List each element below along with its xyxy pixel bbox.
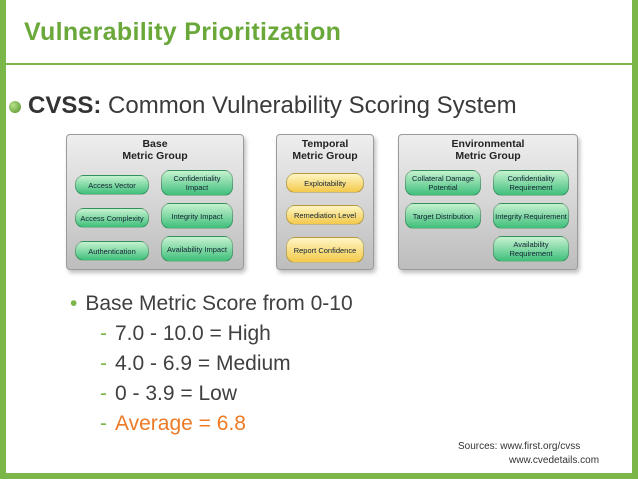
dash-icon: - — [100, 322, 107, 345]
subtitle: CVSS: Common Vulnerability Scoring Syste… — [9, 92, 517, 120]
metric-confidentiality-requirement: Confidentiality Requirement — [493, 170, 569, 196]
sub-bullet-medium-text: 4.0 - 6.9 = Medium — [115, 352, 291, 375]
temporal-metric-panel: Temporal Metric Group Exploitability Rem… — [276, 134, 374, 270]
sub-bullet-low: -0 - 3.9 = Low — [100, 382, 237, 406]
subtitle-text: Common Vulnerability Scoring System — [101, 92, 517, 119]
subtitle-lead: CVSS: — [28, 92, 102, 119]
bullet-dot-icon: • — [70, 292, 78, 315]
green-bullet-icon — [9, 101, 21, 113]
metric-access-complexity: Access Complexity — [75, 208, 149, 228]
metric-confidentiality-impact: Confidentiality Impact — [161, 170, 233, 196]
base-panel-title: Base Metric Group — [122, 138, 188, 162]
environmental-metric-panel: Environmental Metric Group Collateral Da… — [398, 134, 578, 270]
metric-access-vector: Access Vector — [75, 175, 149, 195]
sub-bullet-medium: -4.0 - 6.9 = Medium — [100, 352, 291, 376]
base-metric-panel: Base Metric Group Access Vector Confiden… — [66, 134, 244, 270]
metric-target-distribution: Target Distribution — [405, 203, 481, 229]
source-link-cvedetails: www.cvedetails.com — [509, 455, 600, 466]
temporal-panel-title: Temporal Metric Group — [292, 138, 358, 162]
title-divider — [6, 63, 632, 65]
sources-note: Sources: www.first.org/cvss www.cvedetai… — [458, 440, 599, 468]
sub-bullet-average-text: Average = 6.8 — [115, 412, 246, 435]
slide-title: Vulnerability Prioritization — [24, 18, 342, 46]
metric-remediation-level: Remediation Level — [286, 205, 364, 225]
dash-icon: - — [100, 412, 107, 435]
sub-bullet-average: - Average = 6.8 — [100, 412, 246, 436]
sub-bullet-high-text: 7.0 - 10.0 = High — [115, 322, 271, 345]
metric-availability-impact: Availability Impact — [161, 236, 233, 262]
environmental-panel-title: Environmental Metric Group — [451, 138, 525, 162]
dash-icon: - — [100, 352, 107, 375]
dash-icon: - — [100, 382, 107, 405]
metric-authentication: Authentication — [75, 241, 149, 261]
metric-collateral-damage-potential: Collateral Damage Potential — [405, 170, 481, 196]
source-link-first: www.first.org/cvss — [500, 441, 581, 452]
metric-report-confidence: Report Confidence — [286, 237, 364, 263]
bullet-base-score: • Base Metric Score from 0-10 — [70, 292, 353, 316]
bullet-base-score-text: Base Metric Score from 0-10 — [85, 292, 353, 315]
sub-bullet-high: -7.0 - 10.0 = High — [100, 322, 271, 346]
sources-label: Sources: — [458, 441, 498, 452]
metric-exploitability: Exploitability — [286, 173, 364, 193]
sub-bullet-low-text: 0 - 3.9 = Low — [115, 382, 237, 405]
metric-integrity-requirement: Integrity Requirement — [493, 203, 569, 229]
metric-integrity-impact: Integrity Impact — [161, 203, 233, 229]
metric-availability-requirement: Availability Requirement — [493, 236, 569, 262]
